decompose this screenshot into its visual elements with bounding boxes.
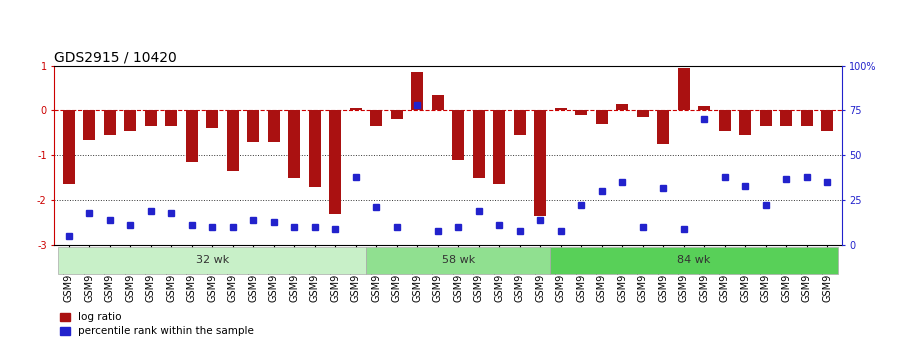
Bar	[759, 110, 772, 126]
Bar	[534, 110, 547, 216]
Bar	[739, 110, 751, 135]
Text: 32 wk: 32 wk	[195, 256, 229, 265]
Bar	[657, 110, 670, 144]
Bar	[472, 110, 485, 178]
Bar	[432, 95, 443, 110]
Bar	[780, 110, 793, 126]
Bar	[226, 110, 239, 171]
Text: 58 wk: 58 wk	[442, 256, 475, 265]
Bar	[288, 110, 300, 178]
Bar	[370, 110, 382, 126]
Bar	[83, 110, 95, 139]
FancyBboxPatch shape	[59, 246, 366, 275]
Text: GDS2915 / 10420: GDS2915 / 10420	[54, 50, 177, 65]
Bar	[678, 68, 690, 110]
Bar	[595, 110, 608, 124]
Bar	[206, 110, 218, 128]
Bar	[329, 110, 341, 214]
Bar	[349, 108, 362, 110]
Bar	[268, 110, 280, 142]
Bar	[513, 110, 526, 135]
FancyBboxPatch shape	[366, 246, 550, 275]
Bar	[62, 110, 75, 184]
Bar	[145, 110, 157, 126]
Bar	[124, 110, 137, 130]
Bar	[452, 110, 464, 160]
Bar	[247, 110, 260, 142]
Bar	[698, 106, 710, 110]
Bar	[555, 108, 567, 110]
Bar	[186, 110, 198, 162]
Bar	[103, 110, 116, 135]
Bar	[636, 110, 649, 117]
Bar	[493, 110, 505, 184]
Bar	[616, 104, 628, 110]
Bar	[165, 110, 177, 126]
Bar	[801, 110, 813, 126]
Legend: log ratio, percentile rank within the sample: log ratio, percentile rank within the sa…	[60, 312, 254, 336]
Text: 84 wk: 84 wk	[677, 256, 710, 265]
Bar	[391, 110, 403, 119]
Bar	[411, 72, 424, 110]
Bar	[719, 110, 731, 130]
Bar	[575, 110, 587, 115]
FancyBboxPatch shape	[550, 246, 837, 275]
Bar	[821, 110, 834, 130]
Bar	[309, 110, 321, 187]
